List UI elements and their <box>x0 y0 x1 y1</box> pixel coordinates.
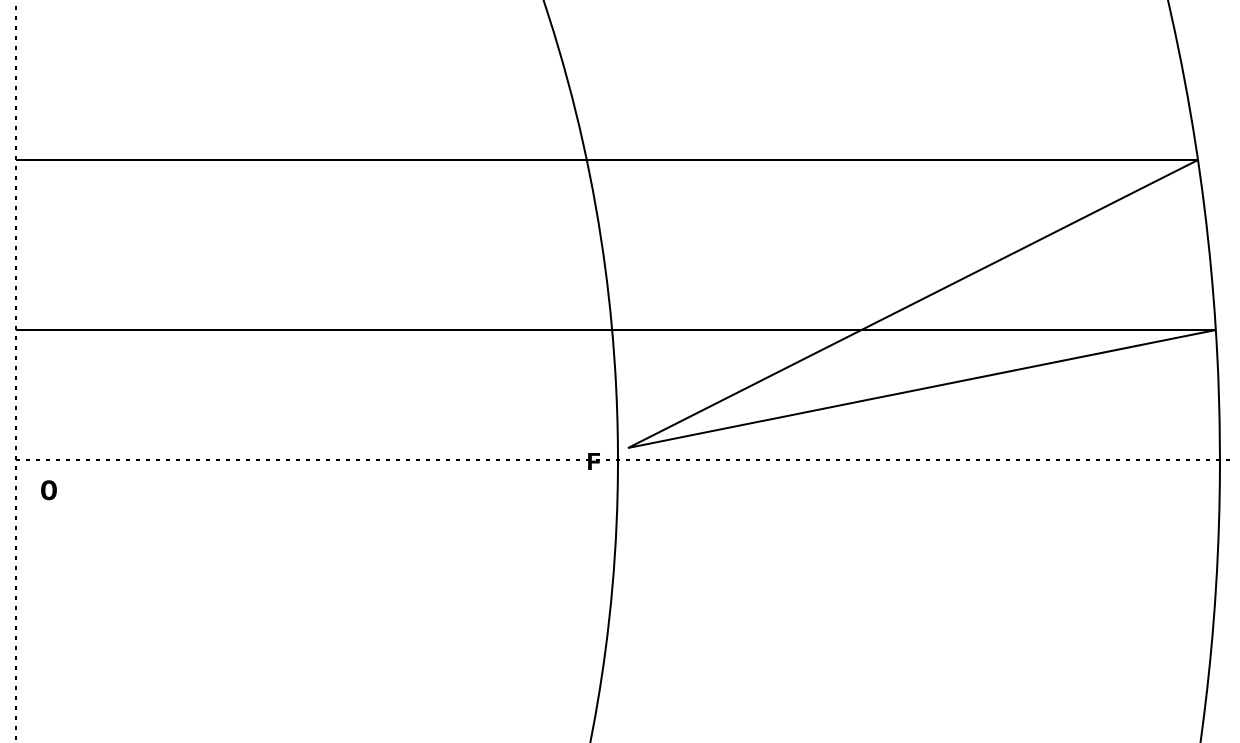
optics-ray-diagram: O F <box>0 0 1240 743</box>
label-focus: F <box>586 448 602 478</box>
label-origin: O <box>40 476 58 510</box>
diagram-background <box>0 0 1240 743</box>
